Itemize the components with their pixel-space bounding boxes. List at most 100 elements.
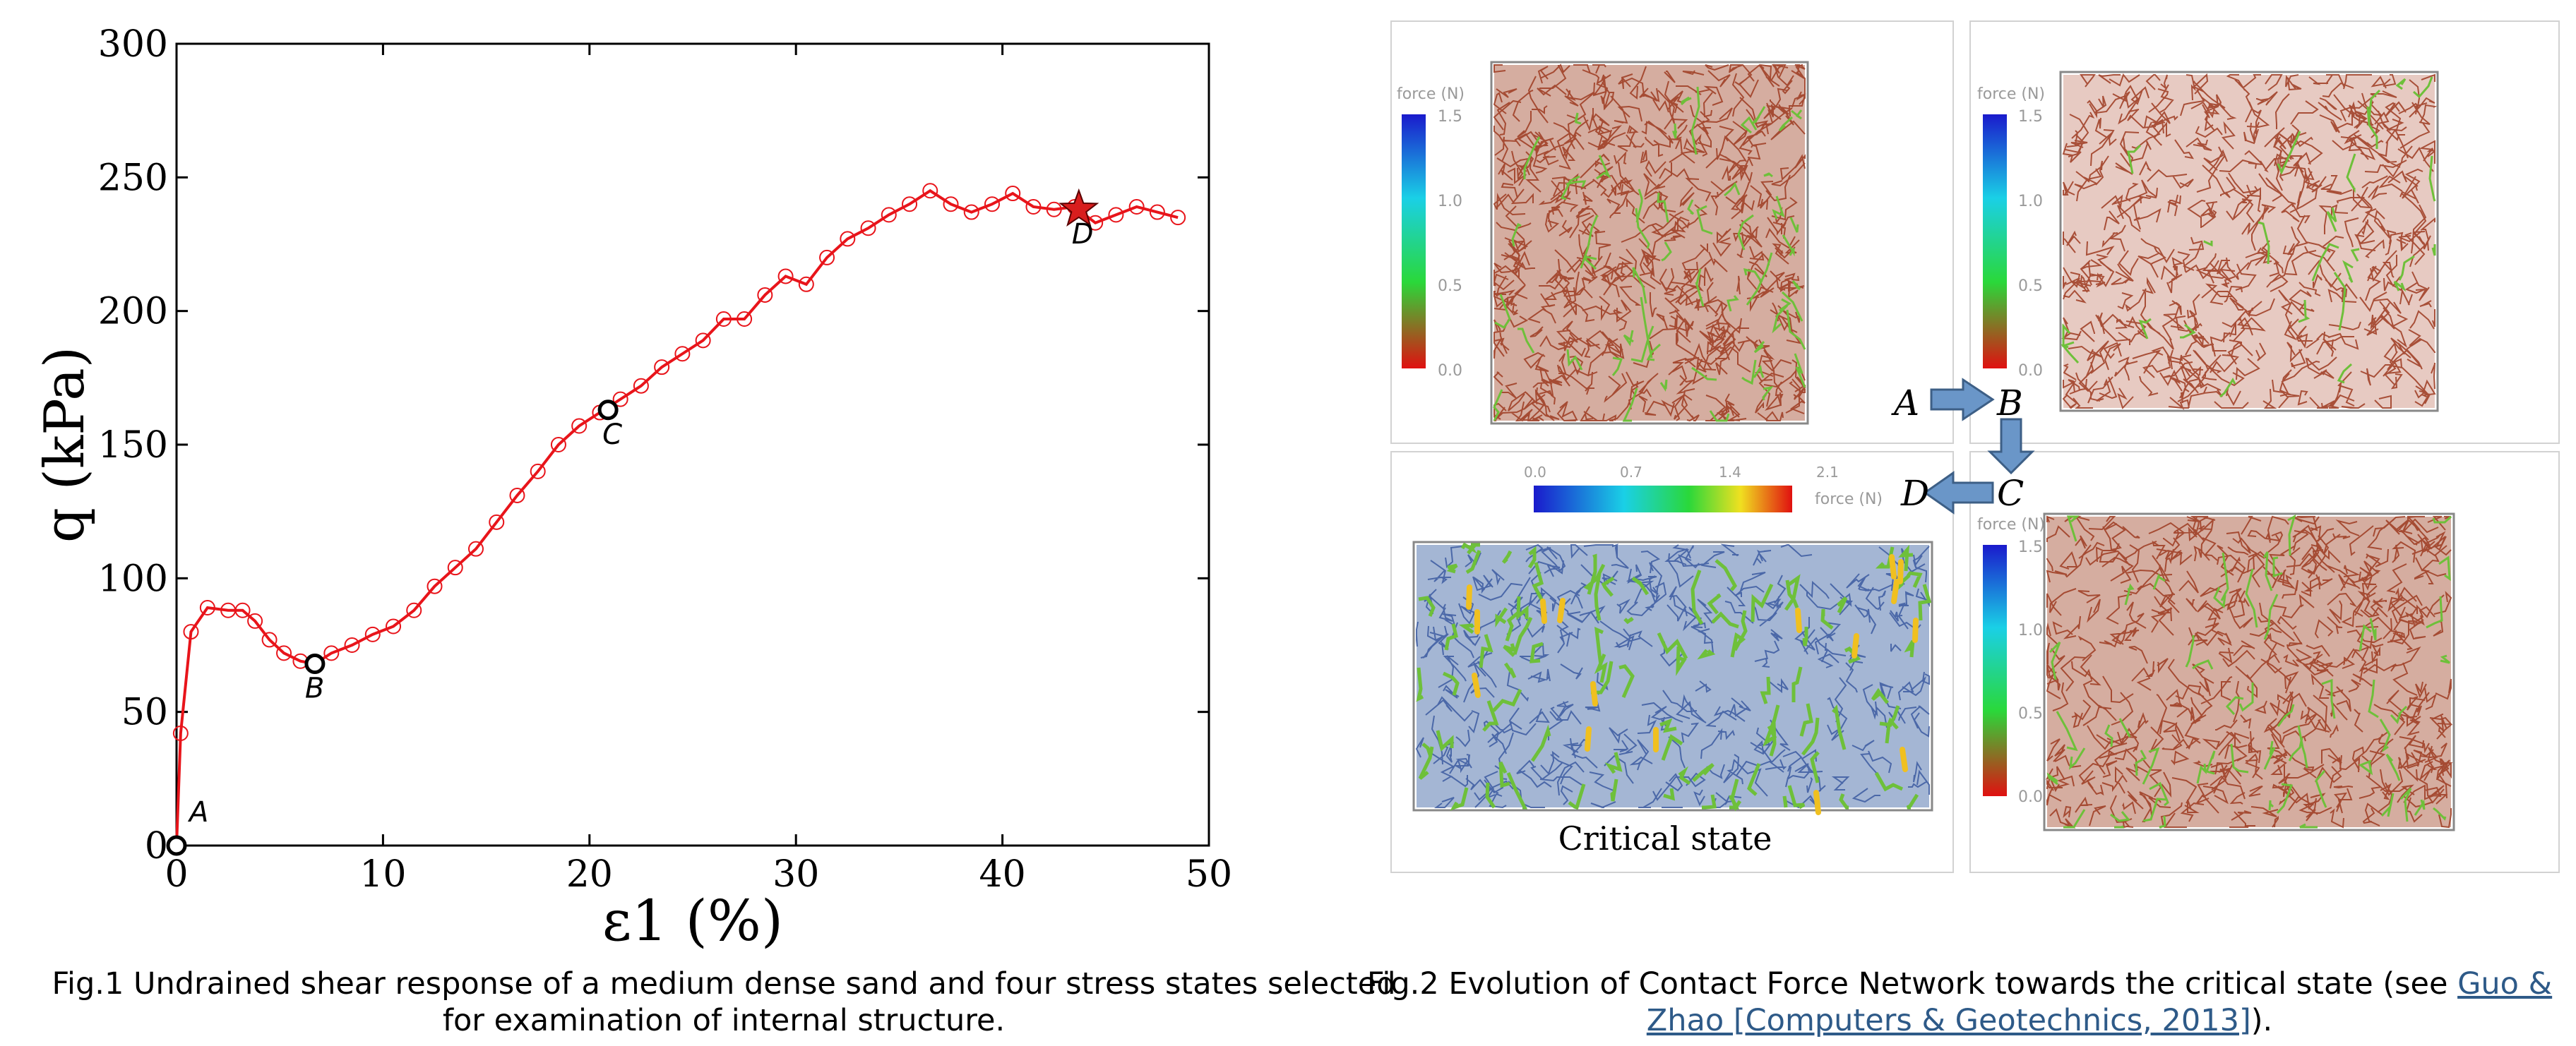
force-label: force (N) [1977, 85, 2045, 103]
colorbar-tick: 0.0 [1524, 464, 1546, 481]
arrow-letter-d: D [1900, 473, 1929, 514]
data-point [798, 276, 814, 292]
y-tick-label: 300 [98, 23, 168, 66]
panel-critical-state: 0.0 0.7 1.4 2.1 force (N) Critical state [1390, 451, 1954, 873]
strong-contact-chains [2046, 514, 2452, 829]
arrow-down-icon [1987, 418, 2035, 475]
star-marker-d [1059, 188, 1099, 227]
y-tick-label: 50 [121, 692, 168, 734]
plot-frame [175, 42, 1210, 847]
data-point [447, 560, 463, 576]
colorbar-tick: 0.0 [2018, 362, 2043, 380]
force-label: force (N) [1397, 85, 1465, 103]
reference-link[interactable]: Guo & Zhao [Computers & Geotechnics, 201… [1646, 966, 2553, 1038]
data-point [467, 541, 484, 557]
colorbar-tick: 1.5 [2018, 539, 2043, 556]
contact-force-network-figure: force (N) 1.5 1.0 0.5 0.0 force (N) 1.5 … [1390, 20, 2560, 873]
panel-state-a: force (N) 1.5 1.0 0.5 0.0 [1390, 20, 1954, 444]
data-point [984, 196, 1000, 212]
data-point [1128, 198, 1145, 215]
colorbar [1983, 114, 2007, 368]
network-background [1417, 545, 1929, 807]
state-sequence-arrows: A B C D [1891, 378, 2035, 515]
data-point [902, 196, 918, 212]
x-tick-label: 20 [566, 853, 613, 896]
data-point [777, 268, 794, 284]
data-point [406, 602, 422, 618]
colorbar-tick: 1.4 [1719, 464, 1741, 481]
x-tick-label: 40 [979, 853, 1026, 896]
data-point [344, 637, 360, 653]
data-point [183, 624, 199, 640]
arrow-letter-c: C [1997, 473, 2024, 514]
colorbar-tick: 0.0 [2018, 788, 2043, 806]
contact-network-image [2045, 514, 2453, 829]
network-box [2043, 512, 2455, 831]
arrow-left-icon [1923, 471, 1994, 515]
network-box [1412, 541, 1933, 812]
data-point [1149, 204, 1165, 220]
colorbar-tick: 1.0 [2018, 193, 2043, 210]
colorbar [1983, 545, 2007, 796]
force-label: force (N) [1815, 491, 1883, 508]
series-markers [169, 183, 1186, 853]
contact-network-image [1415, 542, 1932, 815]
x-tick-label: 30 [773, 853, 819, 896]
data-point [840, 231, 856, 247]
data-point [757, 287, 773, 303]
arrow-letter-b: B [1996, 383, 2023, 423]
data-point [172, 725, 189, 741]
y-tick-label: 250 [98, 157, 168, 199]
data-point [427, 578, 443, 594]
data-point [695, 332, 711, 349]
data-point [674, 346, 691, 362]
colorbar-tick: 0.5 [2018, 277, 2043, 295]
circle-marker-c [597, 399, 619, 421]
data-point [654, 359, 670, 375]
force-label: force (N) [1977, 516, 2045, 534]
data-point [571, 418, 588, 434]
colorbar-tick: 1.0 [2018, 622, 2043, 639]
data-point [819, 249, 835, 265]
point-label-b: B [305, 673, 324, 705]
weak-contact-chains [1493, 64, 1806, 422]
y-tick-label: 150 [98, 424, 168, 467]
strong-contact-chains [2060, 76, 2436, 398]
colorbar-tick: 1.0 [1438, 193, 1462, 210]
y-axis-title: q (kPa) [33, 347, 97, 543]
data-point [1046, 201, 1062, 217]
y-axis-ticks: 0 50 100 150 200 250 300 [98, 23, 1209, 867]
series-line [175, 188, 1179, 846]
x-axis-title: ε1 (%) [602, 888, 783, 954]
caption-text: ). [2250, 1003, 2273, 1038]
colorbar-tick: 1.5 [1438, 108, 1462, 126]
circle-marker-a [166, 835, 187, 856]
data-point [234, 602, 251, 618]
colorbar-tick: 0.7 [1620, 464, 1642, 481]
x-tick-label: 10 [359, 853, 406, 896]
weak-contact-chains [2061, 73, 2438, 411]
data-point [860, 220, 876, 236]
network-box [2059, 71, 2439, 412]
data-point [489, 514, 505, 530]
circle-marker-b [304, 654, 326, 675]
colorbar [1402, 114, 1426, 368]
point-label-c: C [602, 419, 622, 451]
data-point [550, 437, 566, 452]
data-point [276, 645, 292, 661]
point-label-d: D [1072, 218, 1094, 251]
contact-network-image [1493, 64, 1806, 422]
y-tick-label: 100 [98, 558, 168, 600]
x-tick-label: 0 [165, 853, 188, 896]
data-point [633, 378, 649, 394]
strong-contact-chains [1416, 542, 1932, 812]
data-point [247, 613, 263, 629]
data-point [1025, 198, 1042, 215]
network-background [2047, 517, 2451, 827]
data-point [261, 632, 278, 648]
x-axis-ticks: 0 10 20 30 40 50 [165, 44, 1232, 896]
panel-state-b: force (N) 1.5 1.0 0.5 0.0 [1969, 20, 2560, 444]
data-point [386, 618, 402, 635]
colorbar-tick: 0.0 [1438, 362, 1462, 380]
data-point [881, 207, 897, 223]
